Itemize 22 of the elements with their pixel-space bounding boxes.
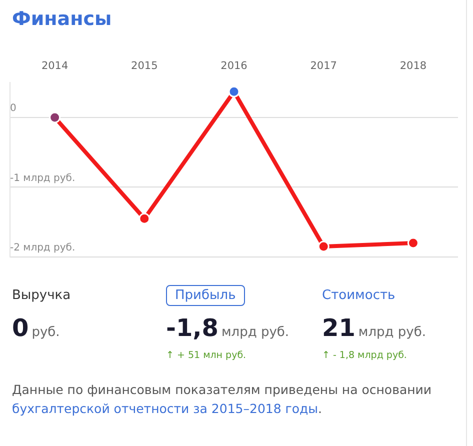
text: млрд руб.: [221, 325, 290, 340]
text: Выручка: [12, 288, 71, 303]
text: Прибыль: [166, 285, 245, 306]
text: млрд руб.: [358, 325, 426, 340]
text: .: [318, 401, 322, 416]
x-tick-label: 2018: [400, 60, 427, 72]
y-tick-label: 0: [10, 103, 16, 114]
text: бухгалтерской отчетности за 2015–2018 годы: [12, 401, 318, 416]
text: руб.: [32, 325, 60, 340]
x-tick-label: 2017: [310, 60, 337, 72]
x-tick-label: 2014: [41, 60, 68, 72]
text: ↑ + 51 млн руб.: [166, 350, 246, 361]
x-tick-label: 2015: [131, 60, 158, 72]
text: Данные по финансовым показателям приведены на основании: [12, 382, 432, 397]
text: Стоимость: [322, 288, 396, 303]
text: 21: [322, 314, 356, 342]
chart-title: Финансы: [12, 8, 112, 30]
y-tick-label: -1 млрд руб.: [10, 172, 76, 184]
text: -1,8: [166, 314, 218, 342]
y-tick-label: -2 млрд руб.: [10, 242, 76, 254]
text: ↑ - 1,8 млрд руб.: [322, 350, 407, 361]
x-tick-label: 2016: [220, 60, 248, 72]
